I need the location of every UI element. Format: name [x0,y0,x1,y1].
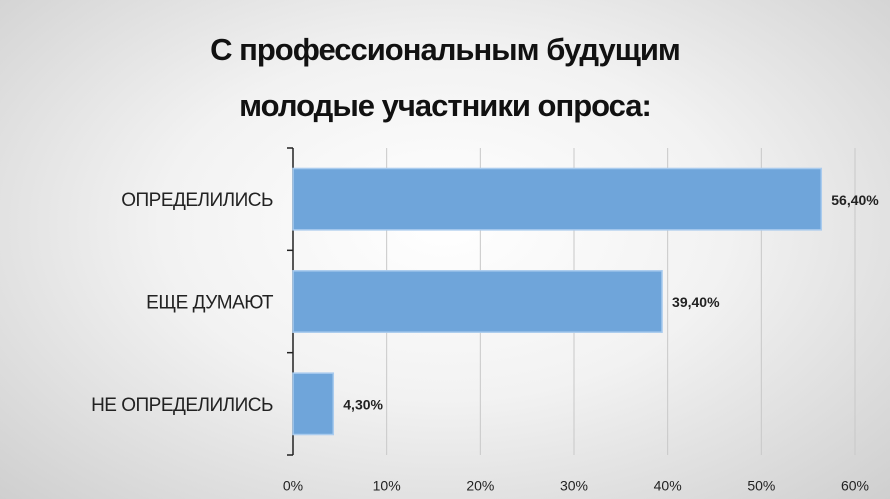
bar [292,167,823,231]
bar [292,372,335,436]
y-tick-label: ЕЩЕ ДУМАЮТ [146,293,274,314]
x-tick-label: 50% [747,478,775,494]
y-tick-label: НЕ ОПРЕДЕЛИЛИСЬ [91,395,273,416]
bar [292,270,663,333]
y-tick-label: ОПРЕДЕЛИЛИСЬ [121,190,273,211]
x-tick-label: 60% [841,478,869,494]
value-label: 56,40% [831,192,879,208]
chart-title: С профессиональным будущим молодые участ… [210,32,681,123]
value-label: 39,40% [672,294,720,310]
x-tick-label: 0% [283,478,303,494]
x-tick-label: 30% [560,478,588,494]
value-label: 4,30% [343,397,383,413]
x-tick-label: 20% [466,478,494,494]
x-tick-label: 40% [654,478,682,494]
x-tick-label: 10% [373,478,401,494]
